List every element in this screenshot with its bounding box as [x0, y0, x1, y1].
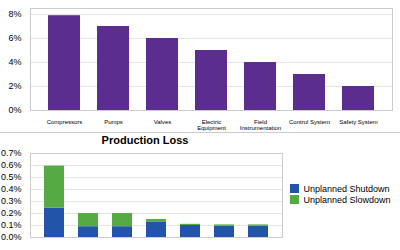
- svg-text:0.5%: 0.5%: [1, 172, 22, 182]
- svg-text:Pumps: Pumps: [104, 119, 123, 125]
- svg-text:FieldInstrumentation: FieldInstrumentation: [240, 119, 281, 131]
- html-text:Production Loss: Production Loss: [101, 134, 189, 146]
- svg-text:8%: 8%: [8, 9, 21, 19]
- svg-text:0.1%: 0.1%: [1, 220, 22, 230]
- svg-text:0.7%: 0.7%: [1, 148, 22, 158]
- svg-text:2%: 2%: [8, 81, 21, 91]
- html-text:Unplanned Shutdown: Unplanned Shutdown: [303, 183, 390, 194]
- svg-text:0.2%: 0.2%: [1, 208, 22, 218]
- svg-text:0%: 0%: [8, 105, 21, 115]
- svg-text:0.6%: 0.6%: [1, 160, 22, 170]
- svg-text:ElectricEquipment: ElectricEquipment: [197, 119, 226, 131]
- html-text:Unplanned Slowdown: Unplanned Slowdown: [303, 194, 391, 205]
- svg-text:Compressors: Compressors: [47, 119, 83, 125]
- svg-text:Valves: Valves: [154, 119, 172, 125]
- svg-text:Control System: Control System: [289, 119, 330, 125]
- svg-text:0.3%: 0.3%: [1, 196, 22, 206]
- svg-text:4%: 4%: [8, 57, 21, 67]
- svg-text:0.0%: 0.0%: [1, 232, 22, 242]
- svg-text:6%: 6%: [8, 33, 21, 43]
- svg-text:Safety System: Safety System: [339, 119, 378, 125]
- svg-text:0.4%: 0.4%: [1, 184, 22, 194]
